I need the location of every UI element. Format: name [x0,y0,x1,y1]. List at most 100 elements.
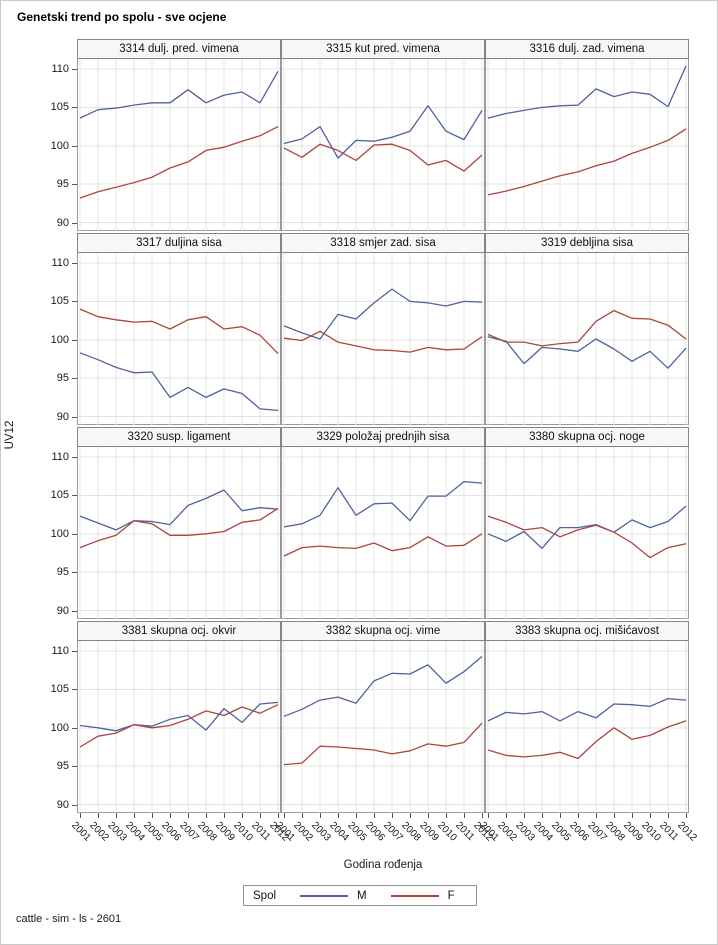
y-tick-label: 95 [56,178,69,191]
series-line-m [79,701,279,732]
x-tick-label: 2003 [309,820,333,844]
x-axis-title: Godina rođenja [343,859,423,871]
x-tick-label: 2011 [657,820,681,843]
x-tick-label: 2009 [621,820,645,844]
panel-plot [281,641,485,813]
series-line-m [283,655,483,717]
panel-3317: 3317 duljina sisa [77,233,281,425]
y-tick-label: 95 [56,760,69,773]
panel-plot [77,59,281,231]
panel-plot [485,641,689,813]
y-axis-tick [72,339,77,341]
series-line-m [487,505,687,550]
panel-plot [77,253,281,425]
x-axis-tick [80,813,81,818]
y-axis-tick [72,184,77,186]
x-axis-tick [410,813,411,818]
y-axis-tick [72,378,77,380]
series-line-m [283,480,483,528]
y-axis-tick [72,804,77,806]
y-tick-label: 90 [56,798,69,811]
x-tick-label: 2006 [567,820,591,844]
y-axis-label: UV12 [4,420,16,450]
y-tick-label: 100 [50,721,69,734]
y-tick-label: 110 [51,62,69,75]
x-tick-label: 2011 [249,820,273,843]
y-tick-label: 110 [51,256,69,269]
x-tick-label: 2001 [273,820,297,844]
x-axis-tick [224,813,225,818]
x-tick-label: 2006 [159,820,183,844]
x-axis-tick [488,813,489,818]
y-axis-tick [72,689,77,691]
series-line-m [487,336,687,369]
x-axis-tick [392,813,393,818]
x-axis-tick [650,813,651,818]
x-axis-tick [482,813,483,818]
series-line-m [79,489,279,531]
y-axis-tick [72,495,77,497]
panel-plot [281,59,485,231]
series-line-m [487,65,687,119]
x-tick-label: 2009 [213,820,237,844]
x-axis-tick [428,813,429,818]
x-tick-label: 2010 [435,820,459,844]
x-axis-tick [260,813,261,818]
x-tick-label: 2004 [531,820,555,844]
series-line-f [487,720,687,760]
panel-3318: 3318 smjer zad. sisa [281,233,485,425]
panel-3315: 3315 kut pred. vimena [281,39,485,231]
panel-3316: 3316 dulj. zad. vimena [485,39,689,231]
x-axis-tick [524,813,525,818]
x-tick-label: 2011 [453,820,477,843]
panel-title: 3380 skupna ocj. noge [485,427,689,447]
y-tick-label: 105 [50,489,69,502]
panel-3329: 3329 položaj prednjih sisa [281,427,485,619]
x-axis-tick [686,813,687,818]
chart-title: Genetski trend po spolu - sve ocjene [17,10,227,24]
panel-3381: 3381 skupna ocj. okvir [77,621,281,813]
y-axis-tick [72,650,77,652]
panel-title: 3383 skupna ocj. mišićavost [485,621,689,641]
y-tick-label: 105 [50,295,69,308]
panel-title: 3329 položaj prednjih sisa [281,427,485,447]
x-tick-label: 2002 [495,820,519,844]
series-line-f [487,128,687,196]
x-tick-label: 2004 [123,820,147,844]
x-tick-label: 2008 [603,820,627,844]
panel-plot [77,641,281,813]
x-tick-label: 2005 [345,820,369,844]
legend-label-f: F [447,889,455,902]
panel-3382: 3382 skupna ocj. vime [281,621,485,813]
legend-line-m [300,894,349,897]
x-axis-tick [152,813,153,818]
panel-title: 3319 debljina sisa [485,233,689,253]
x-tick-label: 2003 [105,820,129,844]
x-axis-tick [116,813,117,818]
y-tick-label: 90 [56,216,69,229]
x-axis-tick [134,813,135,818]
x-tick-label: 2002 [87,820,111,844]
panel-3383: 3383 skupna ocj. mišićavost [485,621,689,813]
panel-plot [485,59,689,231]
x-axis-tick [188,813,189,818]
y-tick-label: 105 [50,101,69,114]
y-tick-label: 95 [56,566,69,579]
x-tick-label: 2007 [585,820,609,844]
y-axis-tick [72,610,77,612]
series-line-f [79,308,279,355]
series-line-m [283,288,483,340]
panel-title: 3315 kut pred. vimena [281,39,485,59]
legend-line-f [390,894,439,897]
series-line-f [487,515,687,559]
x-tick-label: 2001 [477,820,501,844]
y-axis-tick [72,145,77,147]
x-axis-tick [506,813,507,818]
x-tick-label: 2003 [513,820,537,844]
x-tick-label: 2001 [69,820,93,844]
legend-label-m: M [357,889,367,902]
series-line-m [79,352,279,412]
x-tick-label: 2005 [141,820,165,844]
panel-3320: 3320 susp. ligament [77,427,281,619]
